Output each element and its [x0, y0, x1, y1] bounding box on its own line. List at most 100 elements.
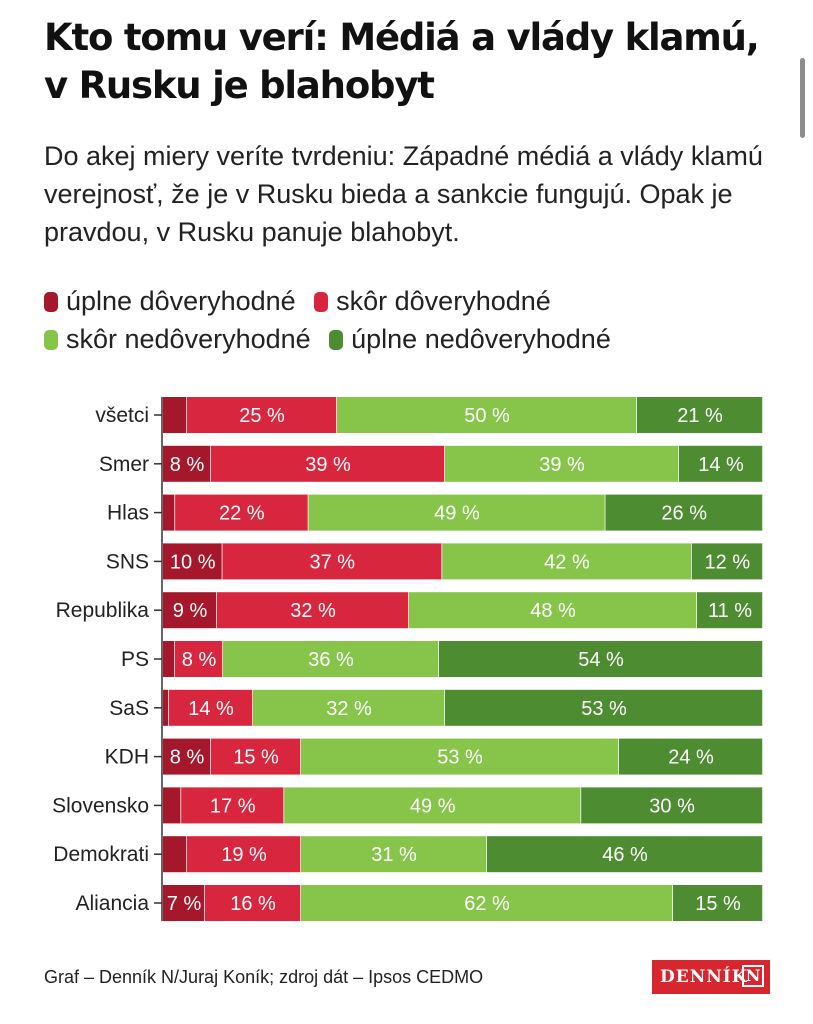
bar-segment: [605, 494, 763, 531]
bar-segment: [253, 689, 445, 726]
source-credit: Graf – Denník N/Juraj Koník; zdroj dát –…: [44, 967, 484, 987]
bar-segment: [163, 641, 175, 677]
bar-segment: [409, 592, 697, 629]
bar-segment: [175, 641, 223, 677]
bar-segment: [163, 738, 211, 775]
data-label: 9 %: [173, 600, 208, 622]
legend-label: úplne nedôveryhodné: [351, 324, 611, 354]
data-label: 49 %: [410, 795, 456, 817]
data-label: 19 %: [221, 844, 267, 866]
bar-segment: [222, 543, 443, 580]
legend-label: skôr dôveryhodné: [336, 286, 551, 316]
chart-title: Kto tomu verí: Médiá a vlády klamú, v Ru…: [44, 16, 760, 107]
category-label: všetci: [95, 404, 149, 427]
category-label: KDH: [105, 746, 149, 769]
logo-mark: N: [742, 965, 764, 987]
stacked-bar-chart: všetci 25 % 50 % 21 % Smer 8 % 39 % 39 % 14 % Hla…: [52, 397, 764, 921]
bar-segment: [163, 397, 187, 433]
category-label: SNS: [106, 550, 149, 573]
bar-segment: [163, 689, 169, 726]
bar-segment: [223, 641, 439, 677]
bar-segment: [205, 885, 301, 921]
dennik-n-logo[interactable]: DENNÍK N: [652, 960, 770, 994]
bar-segment: [187, 836, 301, 873]
category-label: Demokrati: [53, 843, 149, 866]
bar-segment: [217, 592, 409, 629]
bar-segment: [163, 543, 223, 580]
bar-segment: [163, 445, 211, 482]
data-label: 14 %: [698, 454, 744, 476]
legend-swatch-icon: [329, 330, 344, 350]
logo-text: DENNÍK: [660, 967, 748, 987]
data-label: 10 %: [170, 551, 216, 573]
scrollbar[interactable]: [800, 58, 805, 138]
bar-segment: [163, 494, 176, 531]
data-label: 22 %: [219, 503, 265, 525]
bar-segment: [679, 445, 763, 482]
legend-item-skor-nedoveryhodne: skôr nedôveryhodné: [44, 322, 311, 356]
bar-segment: [284, 787, 582, 824]
data-label: 14 %: [188, 698, 234, 720]
bar-segment: [163, 836, 187, 873]
data-label: 31 %: [371, 844, 417, 866]
data-label: 12 %: [705, 551, 751, 573]
chart-subtitle: Do akej miery veríte tvrdeniu: Západné m…: [44, 141, 763, 247]
bar-segment: [175, 494, 309, 531]
data-label: 7 %: [167, 893, 202, 915]
bar-segment: [581, 787, 763, 824]
data-label: 48 %: [530, 600, 576, 622]
data-label: 8 %: [170, 747, 205, 769]
data-label: 46 %: [602, 844, 648, 866]
legend-label: skôr nedôveryhodné: [66, 324, 311, 354]
bar-segment: [439, 641, 763, 677]
bar-segment: [181, 787, 285, 824]
data-label: 32 %: [290, 600, 336, 622]
bar-segment: [211, 738, 301, 775]
data-label: 26 %: [661, 503, 707, 525]
data-label: 16 %: [230, 893, 276, 915]
data-label: 32 %: [326, 698, 372, 720]
legend-item-uplne-nedoveryhodne: úplne nedôveryhodné: [329, 322, 611, 356]
legend-swatch-icon: [44, 292, 58, 312]
data-label: 39 %: [305, 454, 351, 476]
category-label: SaS: [109, 697, 149, 720]
data-label: 62 %: [464, 893, 510, 915]
bar-segment: [637, 397, 763, 433]
data-label: 42 %: [544, 551, 590, 573]
category-label: Smer: [99, 453, 149, 476]
data-label: 53 %: [581, 698, 627, 720]
data-label: 17 %: [210, 795, 256, 817]
bar-segment: [163, 592, 217, 629]
data-label: 54 %: [578, 649, 624, 671]
bar-segment: [187, 397, 337, 433]
legend-item-skor-doveryhodne: skôr dôveryhodné: [314, 284, 551, 318]
category-label: Republika: [56, 599, 150, 622]
data-label: 21 %: [677, 405, 723, 427]
bar-segment: [163, 787, 182, 824]
bar-segment: [442, 543, 692, 580]
data-label: 39 %: [539, 454, 585, 476]
legend-label: úplne dôveryhodné: [66, 286, 296, 316]
bar-segment: [337, 397, 637, 433]
category-label: Aliancia: [75, 892, 149, 915]
bar-segment: [445, 689, 763, 726]
data-label: 15 %: [233, 747, 279, 769]
bar-segment: [487, 836, 763, 873]
bar-segment: [619, 738, 763, 775]
bar-segment: [169, 689, 253, 726]
bar-segment: [445, 445, 679, 482]
category-label: Hlas: [107, 502, 149, 525]
category-label: PS: [121, 648, 149, 671]
bar-segment: [211, 445, 445, 482]
data-label: 11 %: [708, 600, 752, 622]
data-label: 30 %: [649, 795, 695, 817]
legend: úplne dôveryhodné skôr dôveryhodné skôr …: [44, 284, 784, 360]
data-label: 8 %: [182, 649, 217, 671]
bar-segment: [308, 494, 606, 531]
data-label: 15 %: [695, 893, 741, 915]
data-label: 49 %: [434, 503, 480, 525]
category-label: Slovensko: [52, 794, 149, 817]
legend-swatch-icon: [44, 330, 58, 350]
bar-segment: [301, 885, 673, 921]
data-label: 8 %: [170, 454, 205, 476]
